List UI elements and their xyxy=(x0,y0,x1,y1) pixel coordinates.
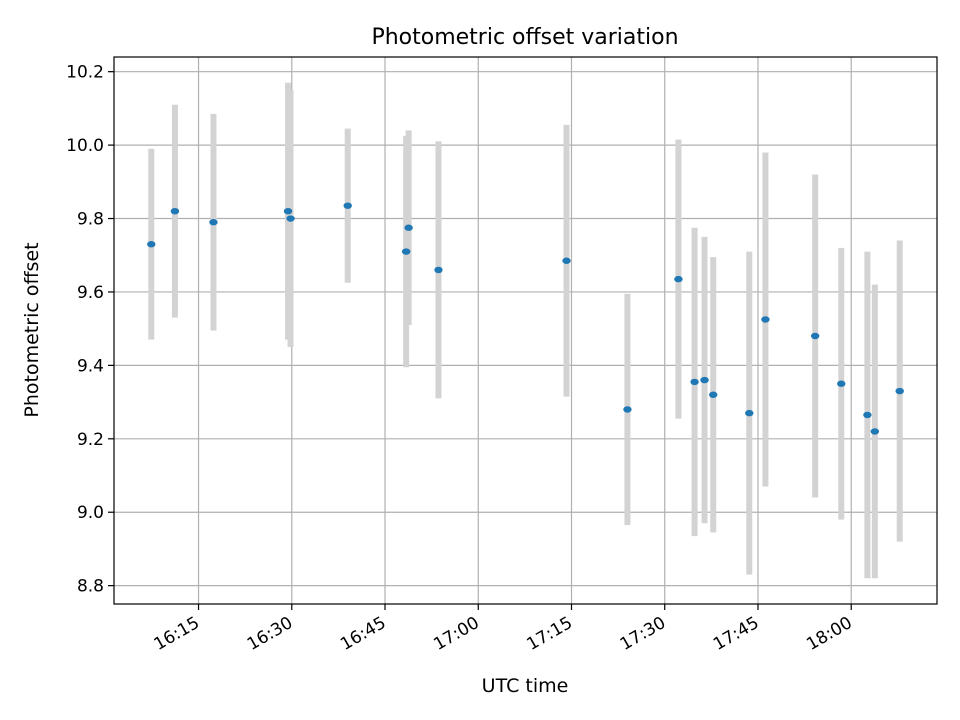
data-point xyxy=(895,387,904,395)
data-point xyxy=(674,275,683,283)
data-point xyxy=(870,428,880,435)
y-tick-label: 9.0 xyxy=(77,503,104,523)
y-tick-label: 9.6 xyxy=(77,283,104,303)
data-points xyxy=(147,202,904,435)
data-point xyxy=(810,332,820,340)
data-point xyxy=(170,207,180,215)
data-point xyxy=(283,207,293,215)
data-point xyxy=(709,391,718,398)
y-tick-label: 10.0 xyxy=(66,136,104,156)
y-tick-label: 9.2 xyxy=(77,430,104,450)
data-point xyxy=(343,202,352,209)
x-axis-label: UTC time xyxy=(482,675,569,697)
data-point xyxy=(690,378,699,386)
data-point xyxy=(401,248,411,255)
y-tick-label: 9.4 xyxy=(77,356,104,376)
data-point xyxy=(404,224,413,231)
plot-frame xyxy=(113,56,938,605)
data-point xyxy=(745,409,754,417)
chart-title: Photometric offset variation xyxy=(371,25,678,50)
y-axis-label: Photometric offset xyxy=(21,242,43,417)
data-point xyxy=(623,406,632,413)
grid xyxy=(114,57,937,604)
data-point xyxy=(837,380,846,387)
data-point xyxy=(434,266,443,274)
data-point xyxy=(863,411,872,419)
data-point xyxy=(209,219,218,226)
y-tick-label: 10.2 xyxy=(66,63,104,83)
y-tick-label: 8.8 xyxy=(77,577,104,597)
data-point xyxy=(700,376,709,384)
y-tick-label: 9.8 xyxy=(77,210,104,230)
data-point xyxy=(147,241,156,248)
y-axis-ticks: 8.8 9.0 9.2 9.4 9.6 9.8 10.0 10.2 xyxy=(66,63,114,597)
data-point xyxy=(562,257,571,264)
data-point xyxy=(286,215,295,222)
data-point xyxy=(761,316,770,323)
